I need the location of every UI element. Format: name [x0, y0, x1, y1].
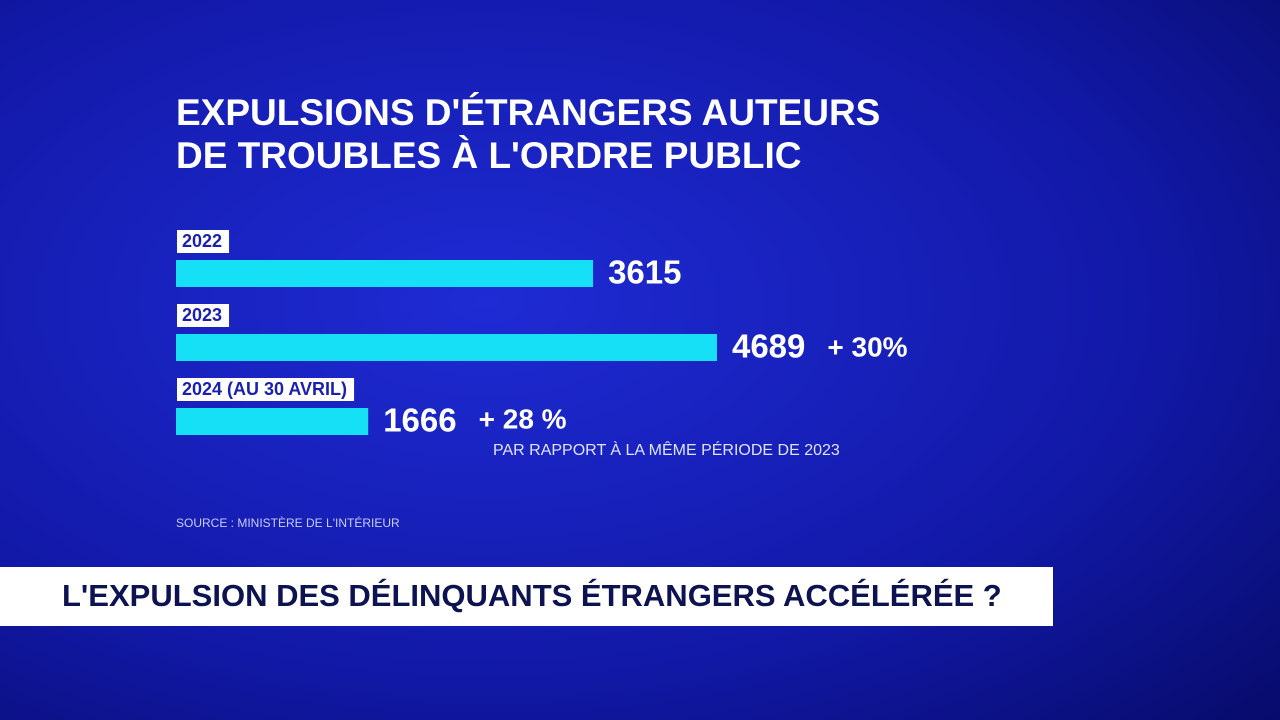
- category-label: 2022: [182, 231, 222, 251]
- annotation-note: PAR RAPPORT À LA MÊME PÉRIODE DE 2023: [493, 440, 840, 459]
- category-label: 2024 (AU 30 AVRIL): [182, 379, 347, 399]
- value-label: 3615: [608, 254, 681, 291]
- category-label-bg: [177, 230, 230, 253]
- source: SOURCE : MINISTÈRE DE L'INTÉRIEUR: [176, 515, 400, 530]
- bar: [176, 334, 717, 361]
- chart-title: EXPULSIONS D'ÉTRANGERS AUTEURS: [176, 92, 880, 133]
- category-label: 2023: [182, 305, 222, 325]
- value-label: 4689: [732, 328, 805, 365]
- category-label-bg: [177, 378, 355, 401]
- chart-title: DE TROUBLES À L'ORDRE PUBLIC: [176, 135, 801, 176]
- bar: [176, 408, 369, 435]
- value-label: 1666: [383, 402, 456, 439]
- annotation: + 28 %: [479, 403, 567, 434]
- bar: [176, 260, 594, 287]
- banner-text: L'EXPULSION DES DÉLINQUANTS ÉTRANGERS AC…: [62, 578, 1002, 613]
- banner-bg: [0, 567, 1053, 626]
- category-label-bg: [177, 304, 230, 327]
- annotation: + 30%: [827, 331, 907, 362]
